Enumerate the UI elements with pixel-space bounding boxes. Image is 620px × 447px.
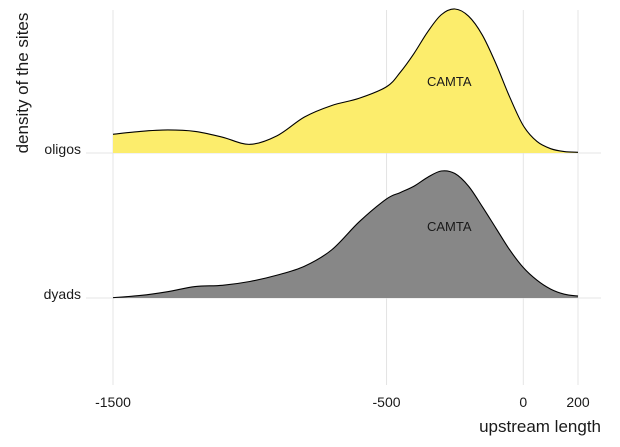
y-axis-title: density of the sites [13, 13, 32, 154]
y-category-label-oligos: oligos [44, 141, 81, 157]
y-category-label-dyads: dyads [44, 286, 81, 302]
y-category-labels: oligos dyads [44, 141, 81, 302]
grid-lines [112, 10, 579, 385]
x-tick-label: -1500 [95, 394, 131, 410]
x-tick-label: 0 [519, 394, 527, 410]
x-axis-title: upstream length [479, 417, 601, 436]
ridge-annotation-oligos: CAMTA [427, 74, 472, 89]
x-tick-label: -500 [373, 394, 401, 410]
ridge-outline-dyads [112, 170, 579, 299]
ridges [112, 8, 579, 299]
annotations: CAMTA CAMTA [427, 74, 472, 234]
x-tick-label: 200 [566, 394, 590, 410]
ridge-area-oligos [113, 8, 578, 154]
ridge-outline-oligos [112, 8, 579, 153]
ridge-annotation-dyads: CAMTA [427, 219, 472, 234]
x-tick-labels: -1500 -500 0 200 [95, 394, 590, 410]
ridge-area-dyads [113, 170, 578, 298]
